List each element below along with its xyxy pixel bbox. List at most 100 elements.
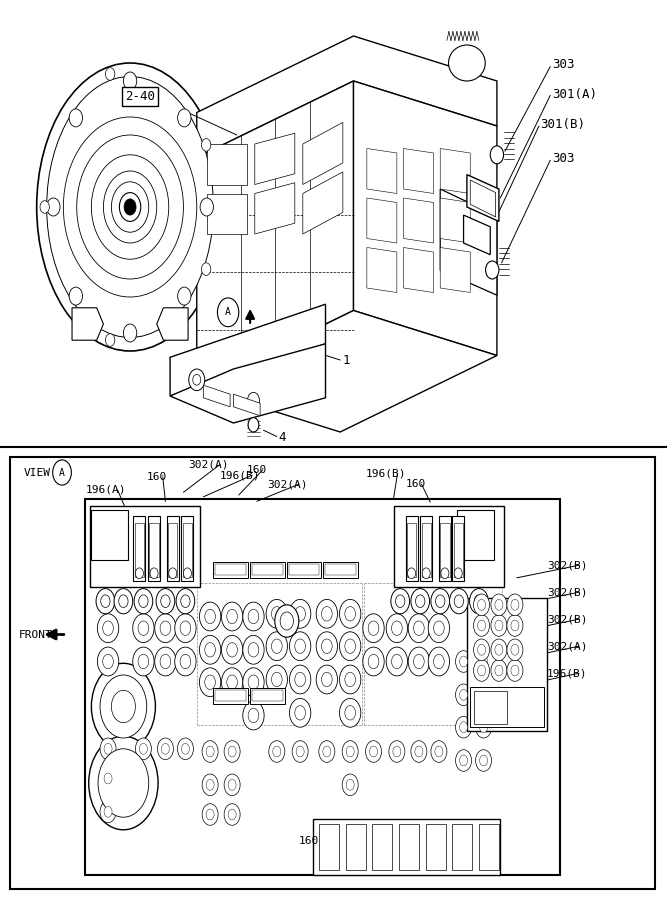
Bar xyxy=(457,510,494,560)
Circle shape xyxy=(205,675,215,689)
Bar xyxy=(452,824,472,870)
Circle shape xyxy=(507,639,523,661)
Circle shape xyxy=(243,635,264,664)
Circle shape xyxy=(155,647,176,676)
Circle shape xyxy=(415,746,423,757)
Circle shape xyxy=(289,665,311,694)
Bar xyxy=(167,516,179,580)
Circle shape xyxy=(391,589,410,614)
Circle shape xyxy=(495,644,503,655)
Circle shape xyxy=(292,741,308,762)
Circle shape xyxy=(368,621,379,635)
Circle shape xyxy=(478,665,486,676)
Circle shape xyxy=(269,741,285,762)
Circle shape xyxy=(177,287,191,305)
Circle shape xyxy=(474,639,490,661)
Circle shape xyxy=(428,647,450,676)
Circle shape xyxy=(470,589,488,614)
Circle shape xyxy=(416,595,425,608)
Circle shape xyxy=(202,804,218,825)
Circle shape xyxy=(435,746,443,757)
Circle shape xyxy=(296,746,304,757)
Circle shape xyxy=(295,607,305,621)
Circle shape xyxy=(321,607,332,621)
Text: 160: 160 xyxy=(247,464,267,475)
Circle shape xyxy=(221,668,243,697)
Circle shape xyxy=(289,698,311,727)
Circle shape xyxy=(280,612,293,630)
Circle shape xyxy=(202,741,218,762)
Text: 301(A): 301(A) xyxy=(552,88,597,101)
Circle shape xyxy=(490,146,504,164)
Circle shape xyxy=(111,182,149,232)
Circle shape xyxy=(175,647,196,676)
Polygon shape xyxy=(207,194,247,234)
Circle shape xyxy=(177,738,193,760)
Circle shape xyxy=(454,568,462,579)
Bar xyxy=(313,819,500,875)
Circle shape xyxy=(486,261,499,279)
Text: A: A xyxy=(59,467,65,478)
Bar xyxy=(181,516,193,580)
Circle shape xyxy=(221,602,243,631)
Bar xyxy=(452,516,464,580)
Circle shape xyxy=(104,806,112,817)
Circle shape xyxy=(248,418,259,432)
Circle shape xyxy=(227,643,237,657)
Polygon shape xyxy=(367,198,397,243)
Circle shape xyxy=(175,614,196,643)
Circle shape xyxy=(47,198,60,216)
Circle shape xyxy=(150,568,158,579)
Circle shape xyxy=(340,632,361,661)
Circle shape xyxy=(495,599,503,610)
Circle shape xyxy=(323,746,331,757)
Polygon shape xyxy=(367,248,397,292)
Polygon shape xyxy=(440,148,470,194)
Bar xyxy=(325,564,356,575)
Circle shape xyxy=(321,672,332,687)
Circle shape xyxy=(156,589,175,614)
Circle shape xyxy=(100,738,116,760)
Text: 1: 1 xyxy=(342,354,350,366)
Polygon shape xyxy=(404,148,434,194)
Circle shape xyxy=(224,804,240,825)
Circle shape xyxy=(103,171,157,243)
Circle shape xyxy=(491,594,507,616)
Text: 196(B): 196(B) xyxy=(366,468,406,479)
Circle shape xyxy=(474,595,484,608)
Circle shape xyxy=(456,750,472,771)
Circle shape xyxy=(227,609,237,624)
Polygon shape xyxy=(404,248,434,292)
Circle shape xyxy=(243,602,264,631)
Text: 4: 4 xyxy=(279,431,286,444)
Bar xyxy=(250,688,285,704)
Circle shape xyxy=(289,632,311,661)
Circle shape xyxy=(221,635,243,664)
Circle shape xyxy=(507,615,523,636)
Circle shape xyxy=(366,741,382,762)
Circle shape xyxy=(202,774,218,796)
Circle shape xyxy=(160,654,171,669)
Circle shape xyxy=(507,594,523,616)
Circle shape xyxy=(227,675,237,689)
Circle shape xyxy=(289,599,311,628)
Circle shape xyxy=(474,615,490,636)
Circle shape xyxy=(124,199,136,215)
Bar xyxy=(346,824,366,870)
Circle shape xyxy=(111,690,135,723)
Circle shape xyxy=(228,746,236,757)
Circle shape xyxy=(321,639,332,653)
Circle shape xyxy=(495,665,503,676)
Polygon shape xyxy=(197,310,497,432)
Circle shape xyxy=(69,287,83,305)
Circle shape xyxy=(205,643,215,657)
Circle shape xyxy=(89,736,158,830)
Circle shape xyxy=(135,738,151,760)
Text: 160: 160 xyxy=(147,472,167,482)
Circle shape xyxy=(295,672,305,687)
Text: 160: 160 xyxy=(299,836,319,847)
Bar xyxy=(168,523,177,577)
Polygon shape xyxy=(207,144,247,184)
Polygon shape xyxy=(440,248,470,292)
Circle shape xyxy=(103,654,113,669)
